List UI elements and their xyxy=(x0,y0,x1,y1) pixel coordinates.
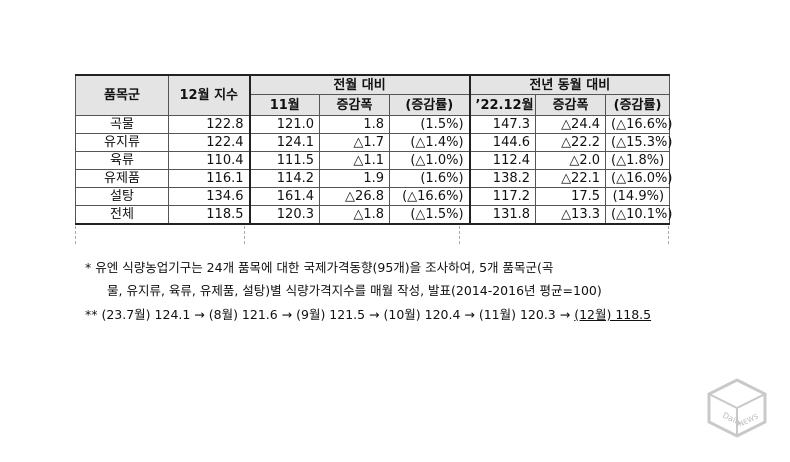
footnote-1-line-2: 물, 유지류, 육류, 유제품, 설탕)별 식량가격지수를 매월 작성, 발표(… xyxy=(107,283,602,298)
cell-nov: 114.2 xyxy=(248,169,320,188)
cell-dec-index: 122.4 xyxy=(168,133,250,152)
cell-category: 전체 xyxy=(75,205,169,225)
cell-category: 유제품 xyxy=(75,169,169,188)
cell-dec22: 131.8 xyxy=(468,205,537,225)
header-dec-index: 12월 지수 xyxy=(168,74,250,116)
cell-nov: 120.3 xyxy=(248,205,320,225)
cell-category: 육류 xyxy=(75,151,169,170)
cell-rate-1: (1.6%) xyxy=(388,169,471,188)
cell-rate-2: (△10.1%) xyxy=(605,205,672,225)
footnote-2-latest: (12월) 118.5 xyxy=(574,307,652,322)
cell-change-1: △1.1 xyxy=(319,151,390,170)
cell-category: 설탕 xyxy=(75,187,169,206)
column-guide-line xyxy=(75,226,76,244)
cell-change-2: 17.5 xyxy=(535,187,607,206)
cell-rate-1: (△1.5%) xyxy=(388,205,471,225)
cell-change-1: △1.7 xyxy=(319,133,390,152)
column-guide-line xyxy=(459,226,460,244)
cell-category: 곡물 xyxy=(75,115,169,134)
cell-change-2: △22.2 xyxy=(535,133,607,152)
footnote-2: ** (23.7월) 124.1 → (8월) 121.6 → (9월) 121… xyxy=(85,306,651,324)
table-row: 설탕 134.6 161.4 △26.8 (△16.6%) 117.2 17.5… xyxy=(75,187,671,206)
cell-dec22: 112.4 xyxy=(468,151,537,170)
cell-nov: 124.1 xyxy=(248,133,320,152)
header-rate-1: (증감률) xyxy=(388,94,471,116)
table-row: 전체 118.5 120.3 △1.8 (△1.5%) 131.8 △13.3 … xyxy=(75,205,672,225)
header-prev-month-group: 전월 대비 xyxy=(248,74,471,95)
cell-rate-2: (△16.0%) xyxy=(605,169,672,188)
daily-news-logo: Daily NEWS xyxy=(707,378,767,438)
cell-change-2: △13.3 xyxy=(535,205,607,225)
column-guide-line xyxy=(668,226,669,244)
cell-dec-index: 116.1 xyxy=(168,169,250,188)
cell-change-1: △1.8 xyxy=(319,205,390,225)
cell-rate-1: (△1.4%) xyxy=(388,133,471,152)
cell-change-1: 1.8 xyxy=(319,115,390,134)
cell-rate-2: (△16.6%) xyxy=(605,115,672,134)
cell-dec-index: 118.5 xyxy=(168,205,250,225)
cell-rate-2: (△15.3%) xyxy=(605,133,672,152)
cell-dec22: 147.3 xyxy=(468,115,537,134)
footnote-2-series: ** (23.7월) 124.1 → (8월) 121.6 → (9월) 121… xyxy=(85,307,575,322)
cell-rate-2: (△1.8%) xyxy=(605,151,671,170)
footnote-1-line-1: * 유엔 식량농업기구는 24개 품목에 대한 국제가격동향(95개)을 조사하… xyxy=(85,260,554,275)
header-rate-2: (증감률) xyxy=(605,94,671,116)
cell-nov: 111.5 xyxy=(248,151,320,170)
table-row: 유지류 122.4 124.1 △1.7 (△1.4%) 144.6 △22.2… xyxy=(75,133,672,152)
header-prev-year-group: 전년 동월 대비 xyxy=(468,74,671,95)
header-category: 품목군 xyxy=(75,74,169,116)
cell-dec-index: 122.8 xyxy=(168,115,250,134)
cell-nov: 161.4 xyxy=(248,187,320,206)
header-nov: 11월 xyxy=(248,94,320,116)
table-row: 유제품 116.1 114.2 1.9 (1.6%) 138.2 △22.1 (… xyxy=(75,169,672,188)
cell-rate-1: (1.5%) xyxy=(388,115,471,134)
cell-category: 유지류 xyxy=(75,133,169,152)
food-price-index-table: 품목군 12월 지수 전월 대비 전년 동월 대비 11월 증감폭 (증감률) … xyxy=(75,74,672,225)
cell-rate-1: (△1.0%) xyxy=(388,151,471,170)
cell-dec22: 117.2 xyxy=(468,187,537,206)
cell-dec22: 138.2 xyxy=(468,169,537,188)
cell-change-2: △24.4 xyxy=(535,115,607,134)
header-dec22: ’22.12월 xyxy=(468,94,537,116)
cell-rate-2: (14.9%) xyxy=(605,187,671,206)
cell-rate-1: (△16.6%) xyxy=(388,187,471,206)
header-change-2: 증감폭 xyxy=(535,94,607,116)
cell-change-2: △2.0 xyxy=(535,151,607,170)
table-row: 곡물 122.8 121.0 1.8 (1.5%) 147.3 △24.4 (△… xyxy=(75,115,672,134)
cell-dec-index: 134.6 xyxy=(168,187,250,206)
table-row: 육류 110.4 111.5 △1.1 (△1.0%) 112.4 △2.0 (… xyxy=(75,151,671,170)
cell-dec22: 144.6 xyxy=(468,133,537,152)
cell-change-1: 1.9 xyxy=(319,169,390,188)
cell-change-2: △22.1 xyxy=(535,169,607,188)
cell-change-1: △26.8 xyxy=(319,187,390,206)
cell-nov: 121.0 xyxy=(248,115,320,134)
cell-dec-index: 110.4 xyxy=(168,151,250,170)
column-guide-line xyxy=(244,226,245,244)
header-change-1: 증감폭 xyxy=(319,94,390,116)
